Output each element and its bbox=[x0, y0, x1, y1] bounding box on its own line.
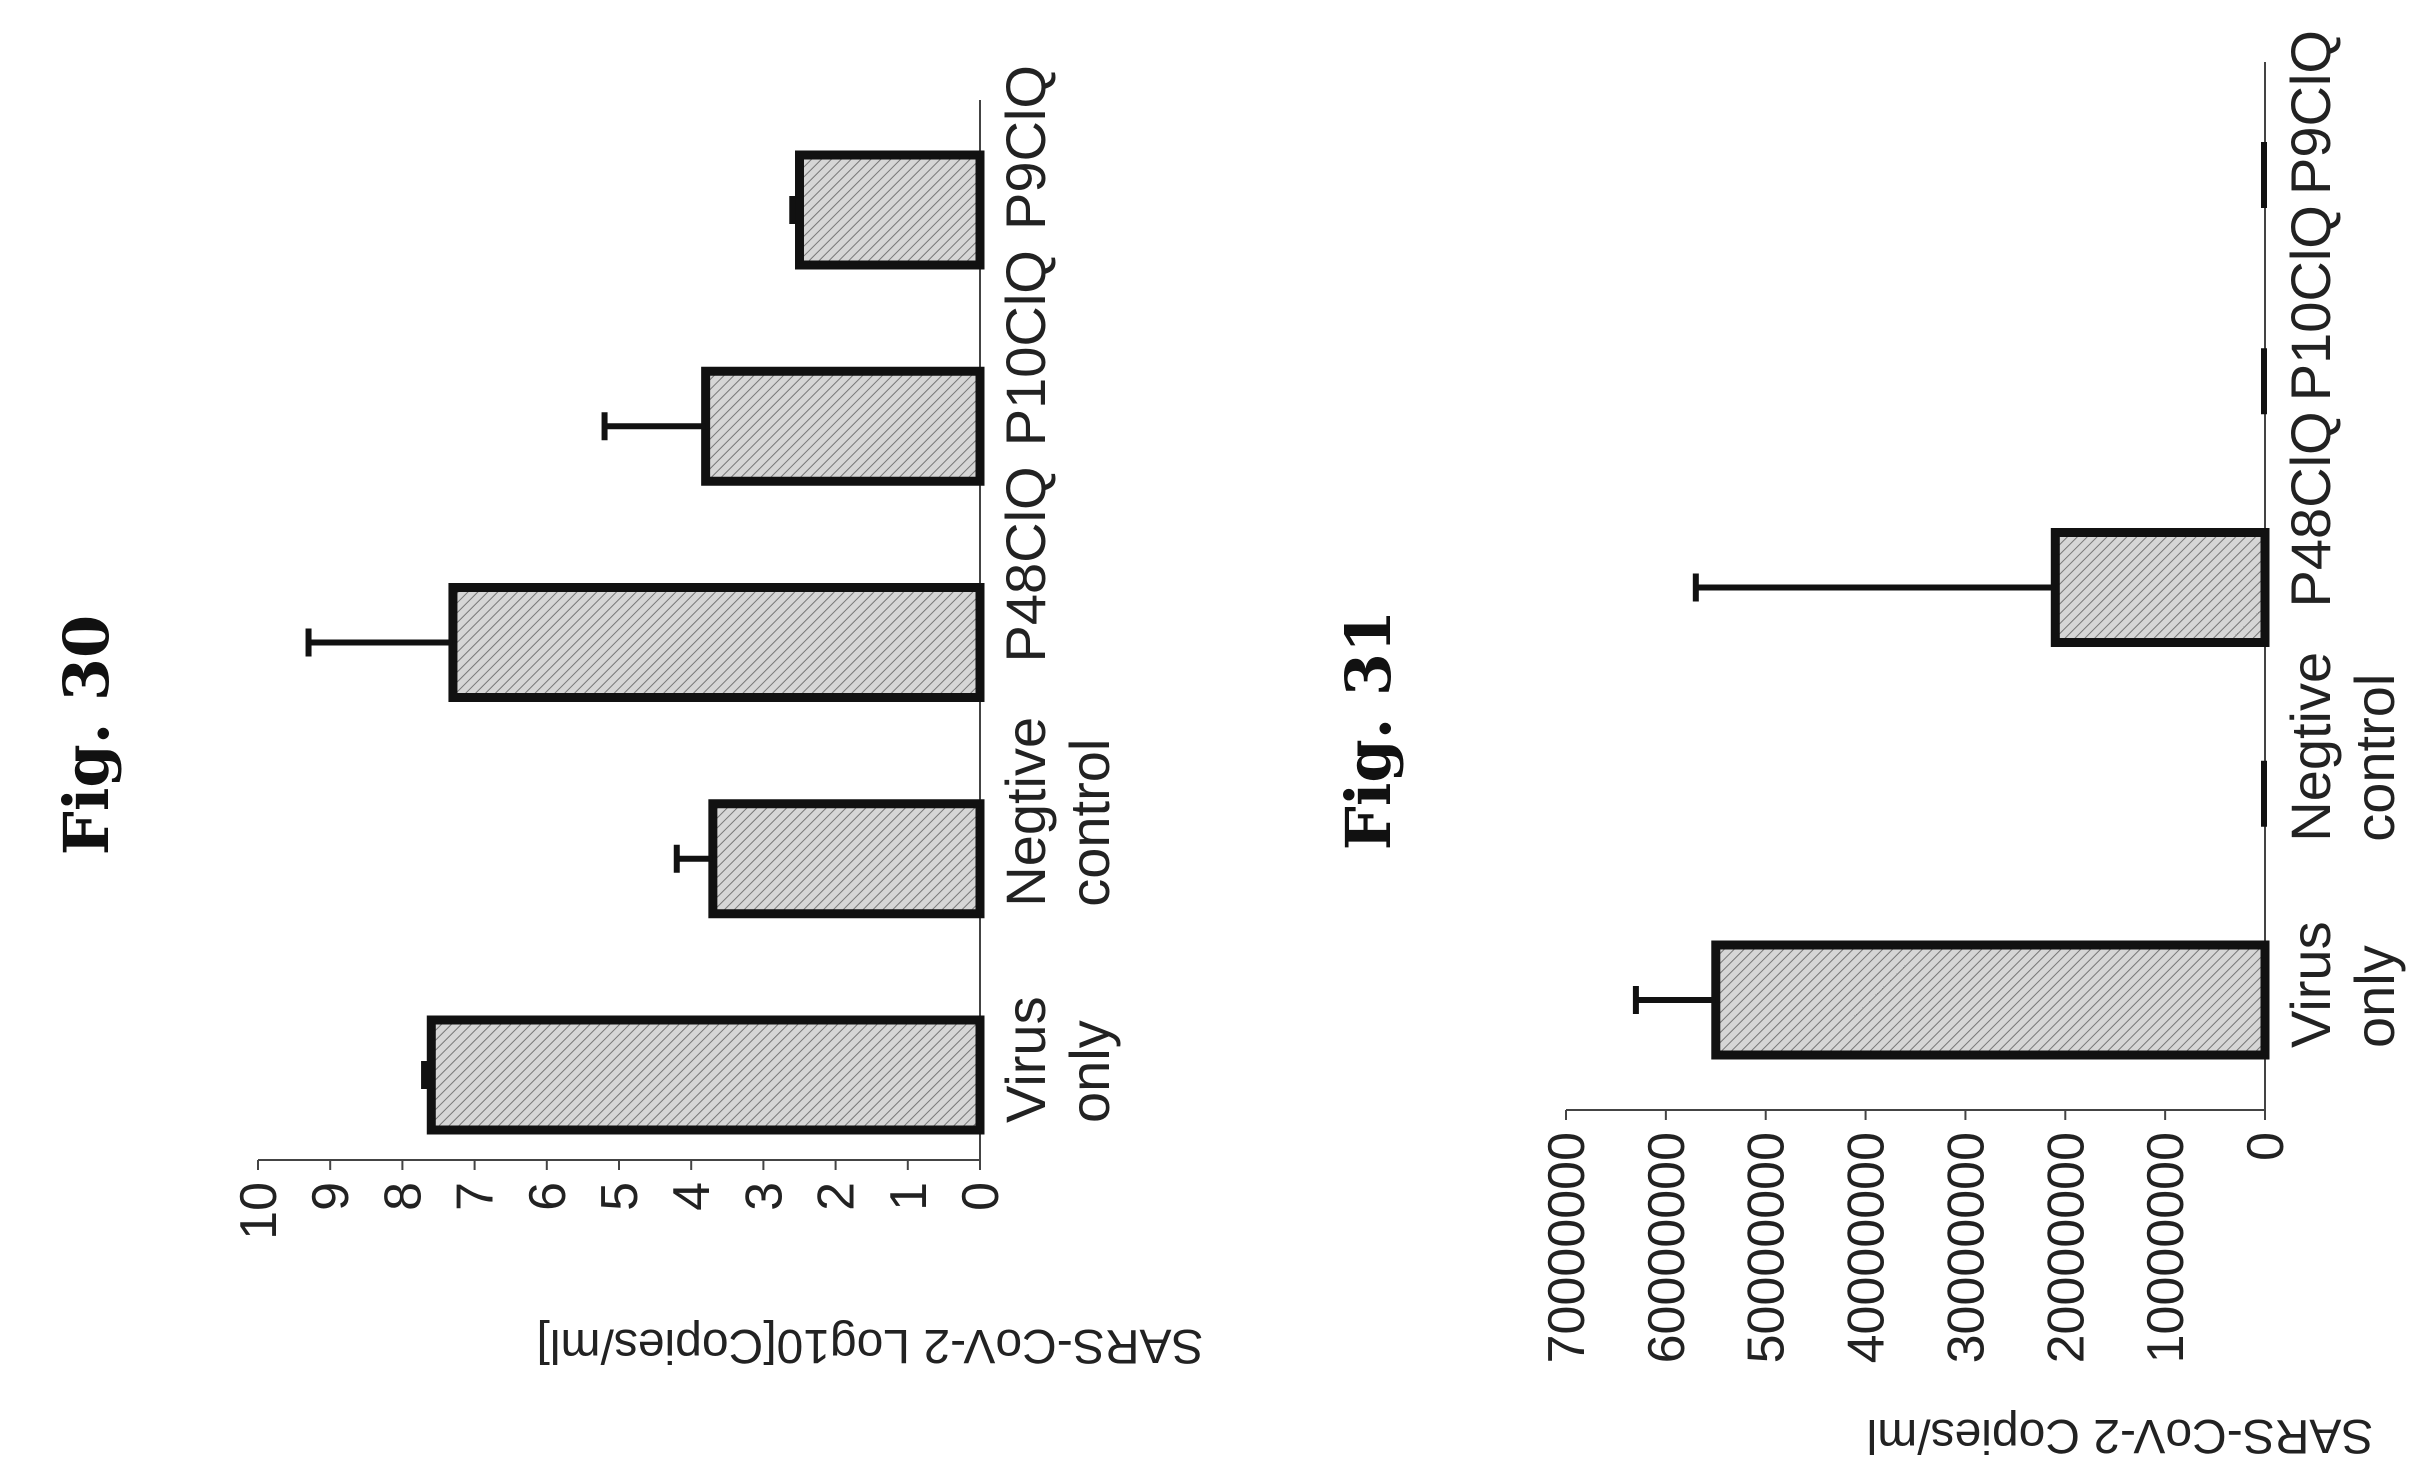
category-label-word: Virus bbox=[994, 996, 1057, 1123]
category-label-word: control bbox=[1058, 739, 1121, 907]
bar-1 bbox=[2261, 760, 2267, 827]
bar-1 bbox=[708, 799, 985, 919]
category-label-4: P9ClQ bbox=[994, 65, 1057, 230]
value-tick-label: 0 bbox=[952, 1182, 1010, 1211]
bar-3 bbox=[2261, 348, 2267, 415]
category-label-word: only bbox=[1058, 1020, 1121, 1123]
value-tick-label: 40000000 bbox=[1838, 1132, 1896, 1363]
category-label-1: Negtivecontrol bbox=[994, 717, 1121, 907]
y-axis-title: SARS-CoV-2 Copies/ml bbox=[1867, 1409, 2374, 1462]
category-label-word: P48ClQ bbox=[2279, 411, 2342, 607]
bar-4 bbox=[795, 150, 985, 270]
value-tick-label: 70000000 bbox=[1538, 1132, 1596, 1363]
value-tick-label: 10000000 bbox=[2137, 1132, 2195, 1363]
category-label-3: P10ClQ bbox=[2279, 205, 2342, 401]
value-tick-label: 0 bbox=[2237, 1132, 2295, 1161]
value-tick-label: 10 bbox=[230, 1182, 288, 1240]
category-label-word: Negtive bbox=[2279, 652, 2342, 842]
category-label-4: P9ClQ bbox=[2279, 30, 2342, 195]
figure-title: Fig. 31 bbox=[1332, 610, 1405, 850]
value-tick-label: 6 bbox=[519, 1182, 577, 1211]
value-tick-label: 5 bbox=[591, 1182, 649, 1211]
category-label-0: Virusonly bbox=[994, 996, 1121, 1123]
value-tick-label: 30000000 bbox=[1937, 1132, 1995, 1363]
category-label-word: P10ClQ bbox=[994, 250, 1057, 446]
value-tick-label: 4 bbox=[663, 1182, 721, 1211]
category-label-word: Virus bbox=[2279, 921, 2342, 1048]
value-tick-label: 9 bbox=[302, 1182, 360, 1211]
category-label-word: Negtive bbox=[994, 717, 1057, 907]
category-label-word: control bbox=[2343, 674, 2406, 842]
category-label-2: P48ClQ bbox=[2279, 411, 2342, 607]
category-label-word: P9ClQ bbox=[994, 65, 1057, 230]
bar-0 bbox=[426, 1015, 985, 1135]
figure-title: Fig. 30 bbox=[50, 615, 123, 855]
category-label-word: P9ClQ bbox=[2279, 30, 2342, 195]
y-axis-title: SARS-CoV-2 Log10[Copies/ml] bbox=[537, 1319, 1204, 1372]
value-tick-label: 7 bbox=[447, 1182, 505, 1211]
value-tick-label: 3 bbox=[735, 1182, 793, 1211]
value-tick-label: 1 bbox=[880, 1182, 938, 1211]
fig31-chart: 0 10000000 20000000 30000000 40000000 5000000… bbox=[1332, 30, 2406, 1462]
bar-2 bbox=[448, 583, 985, 702]
category-label-2: P48ClQ bbox=[994, 466, 1057, 662]
category-label-word: P48ClQ bbox=[994, 466, 1057, 662]
bar-2 bbox=[2050, 528, 2270, 647]
value-tick-label: 8 bbox=[374, 1182, 432, 1211]
bar-0 bbox=[1711, 940, 2270, 1060]
bar-3 bbox=[701, 366, 985, 486]
value-tick-label: 50000000 bbox=[1738, 1132, 1796, 1363]
value-tick-label: 60000000 bbox=[1638, 1132, 1696, 1363]
bar-4 bbox=[2261, 142, 2267, 208]
category-label-3: P10ClQ bbox=[994, 250, 1057, 446]
value-tick-label: 20000000 bbox=[2037, 1132, 2095, 1363]
category-label-1: Negtivecontrol bbox=[2279, 652, 2406, 842]
value-tick-label: 2 bbox=[808, 1182, 866, 1211]
category-label-word: P10ClQ bbox=[2279, 205, 2342, 401]
category-label-word: only bbox=[2343, 945, 2406, 1048]
category-label-0: Virusonly bbox=[2279, 921, 2406, 1048]
